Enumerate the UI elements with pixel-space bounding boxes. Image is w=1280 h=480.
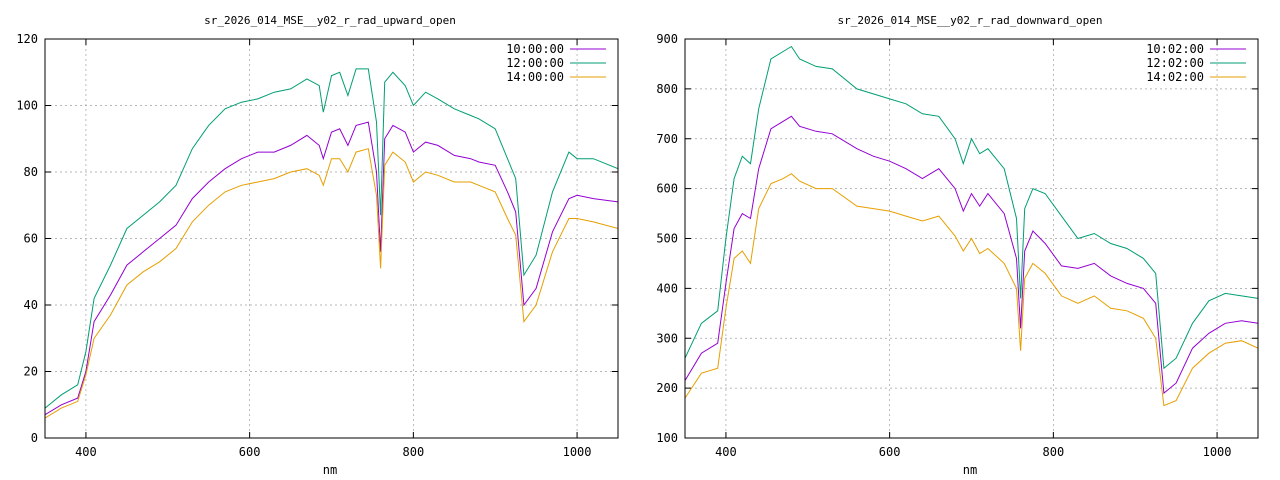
y-tick-label: 400: [656, 281, 678, 295]
y-tick-label: 80: [24, 165, 38, 179]
y-tick-label: 800: [656, 82, 678, 96]
x-tick-label: 1000: [563, 445, 592, 459]
series-line-1: [685, 115, 1258, 395]
y-tick-label: 20: [24, 365, 38, 379]
x-tick-label: 400: [715, 445, 737, 459]
chart-upward: sr_2026_014_MSE__y02_r_rad_upward_open 40…: [16, 14, 619, 477]
chart-downward: sr_2026_014_MSE__y02_r_rad_downward_open…: [656, 14, 1259, 477]
x-tick-label: 600: [879, 445, 901, 459]
y-tick-label: 300: [656, 331, 678, 345]
x-tick-label: 400: [75, 445, 97, 459]
legend-label: 12:00:00: [506, 56, 564, 70]
chart-title: sr_2026_014_MSE__y02_r_rad_upward_open: [204, 14, 456, 27]
legend-label: 12:02:00: [1146, 56, 1204, 70]
x-tick-label: 600: [239, 445, 261, 459]
y-tick-label: 60: [24, 232, 38, 246]
y-tick-label: 100: [656, 431, 678, 445]
y-tick-label: 700: [656, 132, 678, 146]
x-tick-label: 1000: [1203, 445, 1232, 459]
series-line-2: [45, 68, 618, 409]
series-line-3: [45, 148, 618, 419]
y-tick-label: 120: [16, 32, 38, 46]
series-line-2: [685, 45, 1258, 370]
plot-frame: [44, 38, 619, 439]
y-tick-label: 500: [656, 232, 678, 246]
x-axis-label: nm: [323, 463, 337, 477]
legend-label: 14:00:00: [506, 70, 564, 84]
chart-title: sr_2026_014_MSE__y02_r_rad_downward_open: [838, 14, 1103, 27]
y-tick-label: 600: [656, 182, 678, 196]
y-tick-label: 200: [656, 381, 678, 395]
legend-label: 14:02:00: [1146, 70, 1204, 84]
x-tick-label: 800: [403, 445, 425, 459]
legend-label: 10:00:00: [506, 42, 564, 56]
series-line-1: [45, 121, 618, 416]
plot-frame: [684, 38, 1259, 439]
x-tick-label: 800: [1043, 445, 1065, 459]
series-line-3: [685, 173, 1258, 407]
legend-label: 10:02:00: [1146, 42, 1204, 56]
y-tick-label: 900: [656, 32, 678, 46]
y-tick-label: 40: [24, 298, 38, 312]
y-tick-label: 0: [31, 431, 38, 445]
x-axis-label: nm: [963, 463, 977, 477]
y-tick-label: 100: [16, 99, 38, 113]
